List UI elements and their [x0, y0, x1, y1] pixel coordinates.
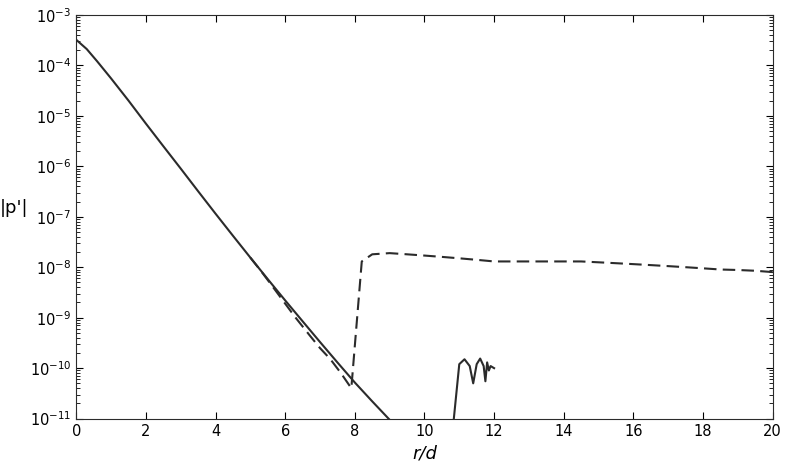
X-axis label: r/d: r/d: [412, 444, 437, 462]
Y-axis label: |p'|: |p'|: [0, 199, 28, 217]
